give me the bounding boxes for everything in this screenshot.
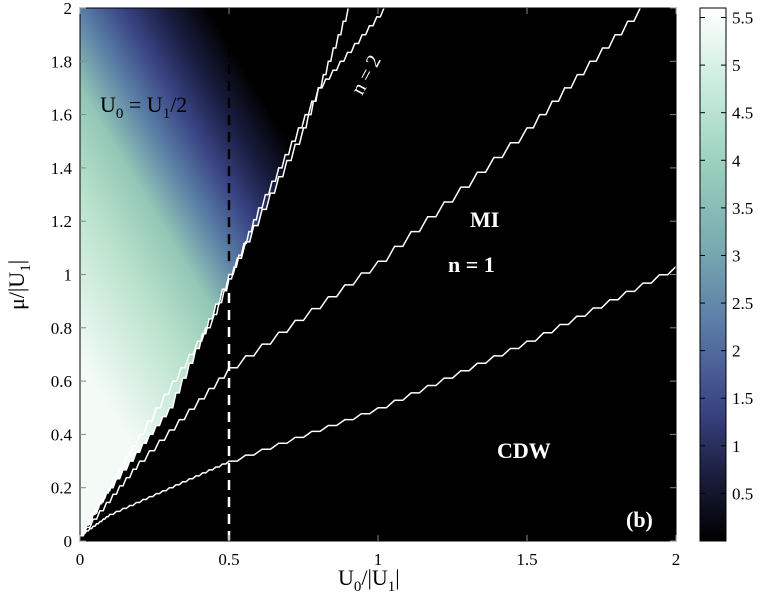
y-tick-label: 0.2	[51, 479, 72, 498]
y-axis-label: μ/|U1|	[4, 260, 34, 310]
colorbar-tick-label: 5.5	[732, 9, 753, 28]
colorbar-tick-label: 1	[732, 437, 741, 456]
annotation-mi: MI	[470, 207, 499, 232]
y-tick-label: 2	[64, 0, 73, 18]
colorbar-tick-label: 1.5	[732, 389, 753, 408]
annotation-u0-label: U0 = U1/2	[100, 92, 187, 122]
y-tick-label: 1	[64, 266, 73, 285]
annotation-cdw: CDW	[497, 438, 551, 463]
colorbar-tick-label: 4	[732, 151, 741, 170]
contour-line-4	[80, 265, 676, 537]
y-tick-label: 0.4	[51, 425, 73, 444]
annotation-n1: n = 1	[448, 252, 495, 277]
colorbar-tick-label: 3	[732, 246, 741, 265]
y-tick-label: 1.2	[51, 212, 72, 231]
y-tick-label: 1.4	[51, 159, 73, 178]
colorbar	[699, 7, 727, 542]
contour-line-2	[80, 8, 385, 537]
x-tick-label: 1	[374, 550, 383, 569]
colorbar-tick-label: 2.5	[732, 294, 753, 313]
y-tick-label: 0.8	[51, 319, 72, 338]
y-tick-label: 1.6	[51, 106, 72, 125]
x-tick-label: 0.5	[218, 550, 239, 569]
contour-line-3	[80, 8, 641, 537]
panel-label: (b)	[626, 507, 653, 532]
y-tick-label: 0.6	[51, 372, 72, 391]
y-tick-label: 1.8	[51, 52, 72, 71]
x-tick-label: 2	[672, 550, 681, 569]
colorbar-tick-label: 3.5	[732, 199, 753, 218]
colorbar-tick-label: 0.5	[732, 484, 753, 503]
colorbar-tick-label: 4.5	[732, 104, 753, 123]
x-tick-label: 0	[76, 550, 85, 569]
x-tick-label: 1.5	[516, 550, 537, 569]
y-tick-label: 0	[64, 532, 73, 551]
superfluid-heat-region	[80, 8, 349, 541]
x-axis-label: U0/|U1|	[338, 565, 400, 595]
colorbar-tick-label: 5	[732, 56, 741, 75]
colorbar-tick-label: 2	[732, 342, 741, 361]
